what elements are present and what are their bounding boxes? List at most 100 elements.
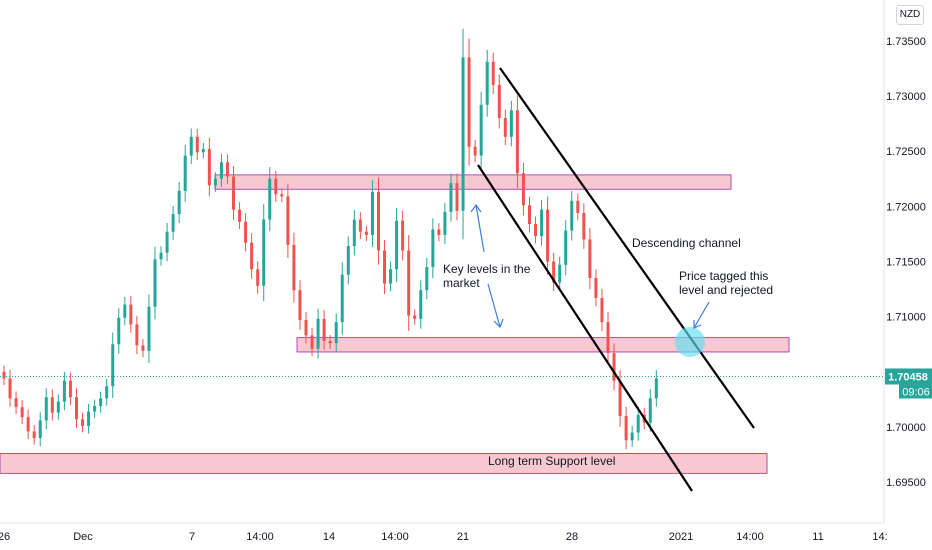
candle[interactable] [129, 304, 133, 325]
candle[interactable] [207, 148, 211, 186]
candle[interactable] [304, 319, 308, 336]
candle[interactable] [552, 261, 556, 283]
candle[interactable] [419, 290, 423, 319]
candle[interactable] [56, 401, 60, 413]
candle[interactable] [298, 290, 302, 320]
candle[interactable] [232, 176, 236, 210]
candle[interactable] [437, 229, 441, 236]
zone-resistance[interactable] [214, 174, 732, 190]
candle[interactable] [244, 221, 248, 243]
candle[interactable] [81, 419, 85, 426]
candle[interactable] [346, 246, 350, 275]
candle[interactable] [74, 397, 78, 420]
candle[interactable] [250, 242, 254, 270]
candle[interactable] [443, 211, 447, 236]
candle[interactable] [117, 317, 121, 345]
candle[interactable] [467, 57, 471, 147]
candle[interactable] [340, 274, 344, 323]
candle[interactable] [606, 322, 610, 354]
candle[interactable] [588, 239, 592, 279]
channel-upper-line[interactable] [499, 67, 755, 429]
candle[interactable] [521, 173, 525, 206]
candle[interactable] [99, 398, 103, 407]
candle[interactable] [44, 397, 48, 421]
candle[interactable] [473, 146, 477, 156]
candle[interactable] [358, 219, 362, 232]
arrow-to-key-level[interactable] [487, 283, 501, 328]
candle[interactable] [479, 104, 483, 156]
candle[interactable] [491, 61, 495, 85]
arrow-to-rejection[interactable] [693, 301, 710, 329]
candle[interactable] [280, 194, 284, 197]
candle[interactable] [183, 155, 187, 191]
candle[interactable] [624, 415, 628, 441]
candle[interactable] [509, 110, 513, 137]
candle[interactable] [497, 84, 501, 119]
candle[interactable] [654, 378, 658, 399]
candle[interactable] [177, 190, 181, 215]
candle[interactable] [14, 398, 18, 408]
candle[interactable] [141, 345, 145, 351]
candle[interactable] [370, 191, 374, 236]
candle[interactable] [334, 322, 338, 344]
candle[interactable] [50, 397, 54, 413]
time-axis[interactable]: 26 Dec 7 14:00 14 14:00 21 28 2021 14:00 11 14: [0, 531, 888, 543]
candle[interactable] [8, 378, 12, 399]
candle[interactable] [455, 183, 459, 211]
candle[interactable] [600, 297, 604, 323]
zone-key[interactable] [296, 337, 790, 353]
candle[interactable] [292, 244, 296, 291]
candle[interactable] [364, 231, 368, 236]
candle[interactable] [648, 398, 652, 423]
candle[interactable] [2, 371, 6, 379]
candle[interactable] [540, 209, 544, 237]
candle[interactable] [38, 420, 42, 439]
candle[interactable] [32, 431, 36, 439]
candle[interactable] [503, 118, 507, 137]
candle[interactable] [147, 306, 151, 351]
candle[interactable] [558, 264, 562, 283]
candle[interactable] [20, 407, 24, 418]
candle[interactable] [171, 214, 175, 232]
candle[interactable] [461, 57, 465, 211]
currency-button[interactable]: NZD [896, 5, 924, 25]
candle[interactable] [395, 220, 399, 270]
candle[interactable] [636, 414, 640, 433]
candle[interactable] [564, 230, 568, 265]
candle[interactable] [135, 324, 139, 346]
candle[interactable] [485, 61, 489, 105]
candle[interactable] [413, 315, 417, 319]
candle[interactable] [431, 229, 435, 268]
zone-support[interactable] [0, 453, 768, 474]
rejection-circle[interactable] [675, 327, 705, 357]
candle[interactable] [159, 252, 163, 260]
candle[interactable] [576, 200, 580, 213]
candle[interactable] [594, 278, 598, 298]
candle[interactable] [219, 162, 223, 179]
candle[interactable] [256, 269, 260, 286]
candle[interactable] [87, 411, 91, 426]
candle[interactable] [195, 136, 199, 153]
candle[interactable] [618, 380, 622, 416]
candle[interactable] [268, 178, 272, 220]
candle[interactable] [105, 386, 109, 399]
candle[interactable] [383, 250, 387, 284]
candle[interactable] [213, 178, 217, 186]
candle[interactable] [352, 219, 356, 247]
arrow-to-resistance[interactable] [475, 204, 485, 253]
candle[interactable] [310, 335, 314, 349]
candle[interactable] [225, 162, 229, 177]
candle[interactable] [201, 148, 205, 153]
candle[interactable] [401, 220, 405, 251]
candle[interactable] [62, 380, 66, 402]
candle[interactable] [527, 205, 531, 224]
candle[interactable] [93, 406, 97, 412]
candle[interactable] [26, 417, 30, 432]
candle[interactable] [189, 136, 193, 156]
candle[interactable] [322, 318, 326, 341]
candle[interactable] [262, 219, 266, 286]
candle[interactable] [111, 344, 115, 387]
candle[interactable] [68, 380, 72, 398]
candle[interactable] [570, 200, 574, 231]
